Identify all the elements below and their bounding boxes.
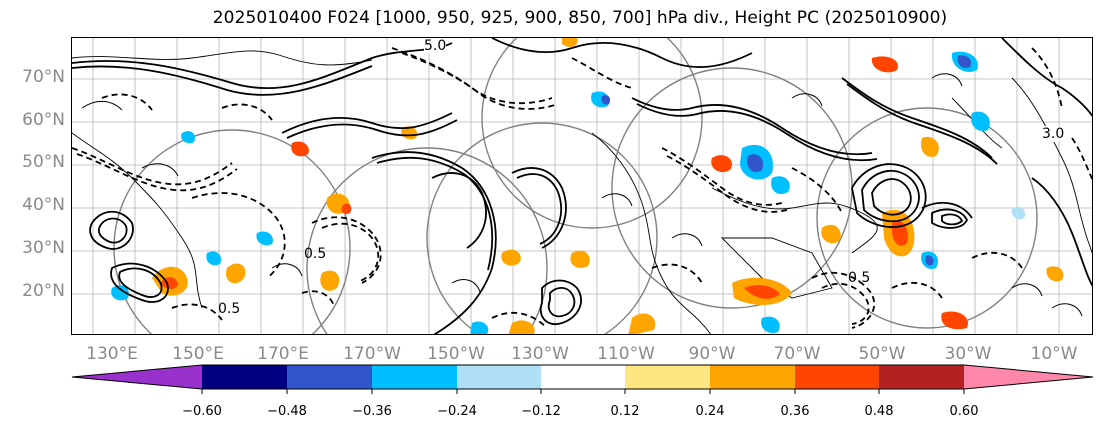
colorbar-under-extension — [72, 365, 202, 389]
colorbar-tick-label: 0.60 — [949, 404, 979, 419]
map-title: 2025010400 F024 [1000, 950, 925, 900, 85… — [212, 8, 948, 28]
colorbar-segment — [202, 365, 287, 389]
colorbar-segment — [710, 365, 795, 389]
fill-negative — [747, 154, 764, 173]
colorbar-segment — [879, 365, 964, 389]
fill-negative — [256, 231, 273, 246]
colorbar-tick-label: 0.24 — [695, 404, 725, 419]
colorbar-over-extension — [964, 365, 1093, 389]
lat-label-60n: 60°N — [22, 110, 65, 130]
fill-negative — [181, 131, 196, 144]
lon-label-110w: 110°W — [597, 344, 655, 364]
fill-positive — [941, 311, 968, 330]
colorbar-tick-label: −0.24 — [437, 404, 477, 419]
fill-negative — [470, 321, 489, 334]
fill-positive — [920, 136, 939, 157]
fill-negative — [957, 55, 972, 68]
colorbar-tick-label: −0.48 — [267, 404, 307, 419]
lat-label-20n: 20°N — [22, 281, 65, 301]
lat-label-40n: 40°N — [22, 195, 65, 215]
lon-label-170e: 170°E — [257, 344, 309, 364]
colorbar-ticks — [201, 389, 965, 394]
height-contours-solid — [72, 38, 1092, 334]
fill-positive — [291, 141, 309, 157]
lon-label-70w: 70°W — [773, 344, 821, 364]
graticule — [72, 38, 1092, 334]
fill-positive — [225, 263, 246, 284]
fill-positive — [320, 270, 340, 291]
lat-label-50n: 50°N — [22, 152, 65, 172]
colorbar-tick-label: 0.12 — [610, 404, 640, 419]
lon-label-150w: 150°W — [427, 344, 485, 364]
lon-label-170w: 170°W — [343, 344, 401, 364]
coastlines — [72, 50, 1092, 334]
fill-positive — [341, 203, 352, 215]
colorbar-tick-label: −0.36 — [352, 404, 392, 419]
map-svg — [72, 38, 1092, 334]
colorbar-segment — [795, 365, 879, 389]
colorbar-tick-label: −0.12 — [521, 404, 561, 419]
fill-positive — [562, 38, 578, 47]
fill-positive — [628, 313, 656, 334]
fill-positive — [821, 224, 841, 244]
fill-negative — [771, 176, 790, 195]
colorbar-segment — [625, 365, 710, 389]
fill-positive — [871, 56, 898, 73]
contour-label-0-5: 0.5 — [304, 246, 327, 262]
lat-label-70n: 70°N — [22, 67, 65, 87]
fill-negative — [111, 285, 129, 301]
contour-label-3-0: 3.0 — [1042, 126, 1065, 142]
contour-label-5-0: 5.0 — [424, 38, 447, 54]
fill-negative — [971, 111, 990, 132]
lon-label-130w: 130°W — [511, 344, 569, 364]
lon-label-50w: 50°W — [858, 344, 906, 364]
colorbar — [71, 364, 1094, 394]
range-circles — [113, 38, 1038, 334]
lon-label-90w: 90°W — [688, 344, 736, 364]
contour-label-0-5: 0.5 — [218, 301, 241, 317]
lon-label-130e: 130°E — [86, 344, 138, 364]
lat-label-30n: 30°N — [22, 238, 65, 258]
fill-positive — [744, 285, 780, 299]
lon-label-30w: 30°W — [944, 344, 992, 364]
fill-positive — [501, 249, 521, 266]
colorbar-tick-label: −0.60 — [182, 404, 222, 419]
lon-label-150e: 150°E — [172, 344, 224, 364]
colorbar-tick-label: 0.48 — [864, 404, 894, 419]
fill-negative — [601, 95, 611, 105]
fill-positive — [711, 155, 732, 173]
colorbar-segment — [541, 365, 625, 389]
fill-negative — [206, 251, 222, 266]
colorbar-segment — [372, 365, 457, 389]
fill-positive — [570, 250, 590, 269]
divergence-contours — [81, 73, 1083, 317]
fill-negative — [925, 255, 934, 266]
fill-positive — [1046, 266, 1064, 282]
colorbar-segment — [287, 365, 372, 389]
colorbar-tick-label: 0.36 — [780, 404, 810, 419]
fill-negative — [1011, 206, 1026, 220]
map-panel: 5.0 0.5 0.5 0.5 3.0 — [71, 37, 1093, 335]
fill-positive — [508, 320, 535, 334]
lon-label-10w: 10°W — [1030, 344, 1078, 364]
fill-negative — [761, 316, 780, 334]
divergence-fill — [111, 38, 1064, 334]
contour-label-0-5: 0.5 — [848, 270, 871, 286]
colorbar-segment — [457, 365, 541, 389]
height-contours-dashed — [72, 47, 1092, 329]
